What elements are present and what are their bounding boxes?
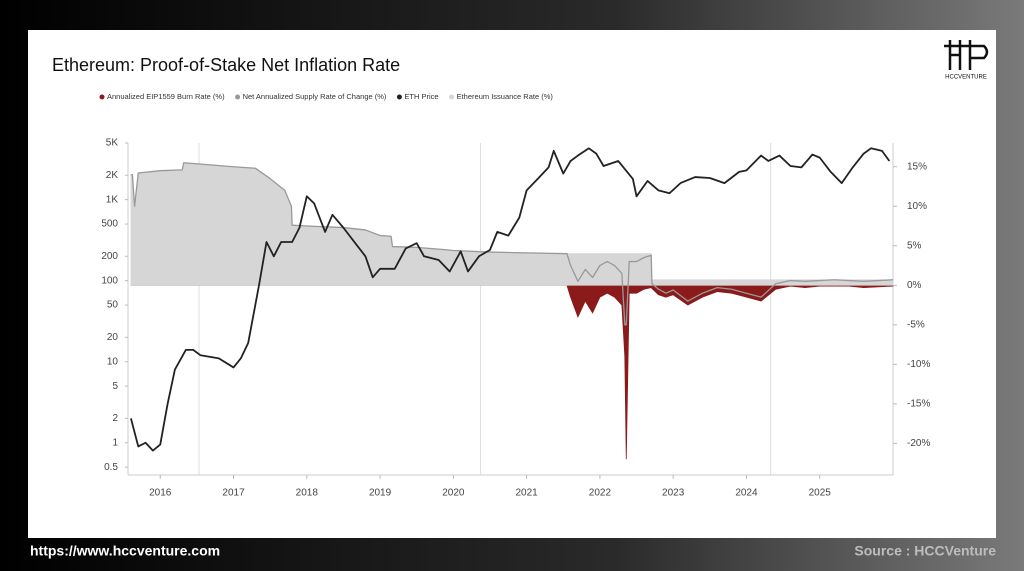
y2-tick-label: 15% — [907, 161, 927, 172]
legend: Annualized EIP1559 Burn Rate (%) Net Annu… — [99, 92, 554, 101]
y2-tick-label: 10% — [907, 201, 927, 212]
x-tick-label: 2019 — [369, 488, 392, 499]
legend-label: ETH Price — [404, 92, 438, 101]
y2-tick-label: 5% — [907, 240, 922, 251]
x-tick-label: 2025 — [809, 488, 832, 499]
y-tick-label: 5 — [112, 381, 118, 392]
y2-tick-label: -15% — [907, 398, 930, 409]
footer-source: Source : HCCVenture — [854, 543, 996, 559]
legend-label: Net Annualized Supply Rate of Change (%) — [243, 92, 387, 101]
y2-tick-label: -20% — [907, 438, 930, 449]
x-tick-label: 2024 — [735, 488, 758, 499]
x-tick-label: 2020 — [442, 488, 465, 499]
y-tick-label: 2K — [106, 170, 119, 181]
plot-area: 0.5 1 2 5 10 20 50 100 200 500 1K 2K 5K -20% -15% -10% -… — [101, 138, 930, 499]
y-tick-label: 20 — [107, 332, 119, 343]
y-tick-label: 2 — [112, 413, 118, 424]
y2-tick-label: -10% — [907, 359, 930, 370]
legend-marker — [449, 94, 455, 100]
y-tick-label: 1 — [112, 437, 118, 448]
y-tick-label: 0.5 — [104, 462, 118, 473]
y-tick-label: 10 — [107, 356, 119, 367]
logo-text: HCCVENTURE — [945, 75, 987, 81]
chart-title: Ethereum: Proof-of-Stake Net Inflation R… — [52, 55, 400, 75]
y-tick-label: 100 — [101, 275, 118, 286]
legend-label: Ethereum Issuance Rate (%) — [457, 92, 554, 101]
x-tick-label: 2017 — [222, 488, 245, 499]
y-tick-label: 5K — [106, 138, 119, 149]
x-tick-label: 2023 — [662, 488, 685, 499]
y-tick-label: 500 — [101, 219, 118, 230]
y2-tick-label: 0% — [907, 280, 922, 291]
line — [130, 162, 894, 326]
x-tick-label: 2016 — [149, 488, 172, 499]
y-tick-label: 50 — [107, 300, 119, 311]
x-tick-label: 2021 — [515, 488, 538, 499]
x-tick-label: 2018 — [296, 488, 319, 499]
y2-tick-label: -5% — [907, 319, 925, 330]
footer-url: https://www.hccventure.com — [30, 543, 220, 559]
y-tick-label: 200 — [101, 251, 118, 262]
x-tick-label: 2022 — [589, 488, 612, 499]
line — [130, 147, 891, 452]
logo — [944, 40, 989, 70]
legend-marker — [235, 94, 241, 100]
legend-label: Annualized EIP1559 Burn Rate (%) — [107, 92, 225, 101]
legend-marker — [99, 94, 105, 100]
legend-marker — [396, 94, 402, 100]
y-tick-label: 1K — [106, 194, 119, 205]
